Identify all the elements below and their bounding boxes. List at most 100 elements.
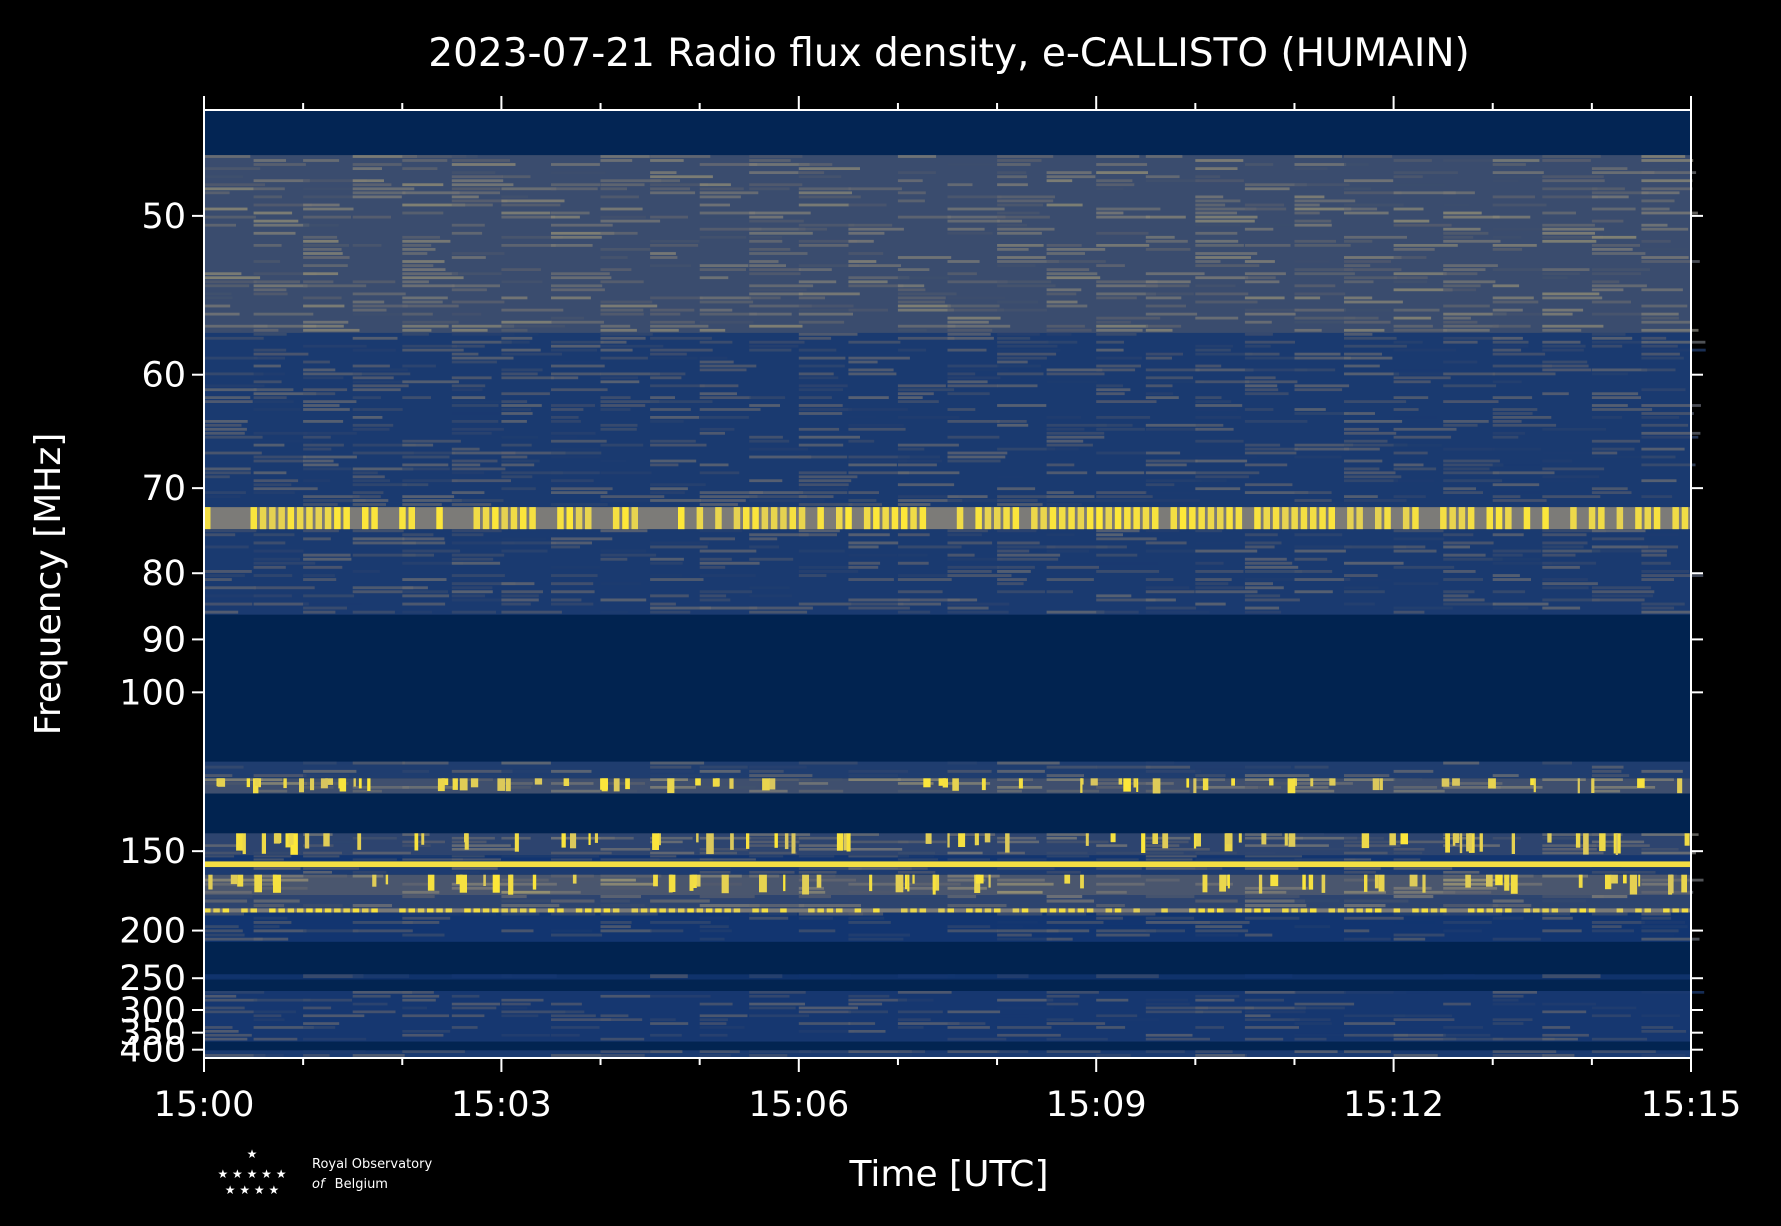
radio-burst [1599,833,1606,852]
spectrogram-cell [699,328,726,332]
spectrogram-cell [402,276,464,280]
spectrogram-cell [798,336,832,340]
spectrogram-cell [501,882,557,886]
spectrogram-cell [600,1054,645,1057]
spectrogram-cell [1443,191,1475,195]
spectrogram-cell [1641,404,1701,407]
spectrogram-cell [1393,256,1427,259]
spectrogram-cell [1195,1026,1224,1029]
spectrogram-cell [1542,451,1600,455]
spectrogram-cell [699,499,746,502]
spectrogram-cell [303,392,336,396]
spectrogram-cell [451,344,485,348]
radio-burst [974,874,981,893]
spectrogram-cell [798,844,839,847]
spectrogram-cell [1591,925,1622,929]
spectrogram-cell [798,384,848,388]
spectrogram-cell [451,912,497,916]
interference-line-segment [1328,908,1335,913]
spectrogram-cell [1145,867,1208,870]
spectrogram-cell [1195,199,1241,203]
spectrogram-cell [600,376,638,380]
spectrogram-cell [1641,356,1684,360]
spectrogram-cell [253,855,292,858]
spectrogram-cell [798,308,857,312]
spectrogram-cell [798,408,852,411]
spectrogram-cell [303,479,331,483]
spectrogram-cell [1046,998,1076,1002]
spectrogram-cell [1145,368,1200,372]
spectrogram-cell [204,183,265,187]
spectrogram-cell [352,215,391,219]
spectrogram-cell [303,1026,336,1029]
radio-burst [427,874,435,891]
spectrogram-cell [303,867,360,870]
radio-burst [1479,833,1483,852]
spectrogram-cell [600,495,665,498]
spectrogram-cell [352,786,409,789]
spectrogram-cell [997,372,1044,376]
spectrogram-cell [798,364,845,368]
spectrogram-cell [1195,925,1243,929]
spectrogram-cell [1195,933,1239,937]
royal-observatory-logo: ★ ★ ★ ★ ★ ★ ★ ★ ★ ★ Royal Observatory of… [217,1147,432,1197]
interference-line-segment [1254,908,1261,913]
spectrogram-cell [1294,443,1354,447]
spectrogram-cell [650,328,679,332]
spectrogram-cell [600,404,646,407]
spectrogram-cell [1344,778,1396,781]
spectrogram-cell [204,155,251,158]
spectrogram-cell [798,895,831,899]
spectrogram-cell [1145,1002,1190,1006]
spectrogram-cell [749,495,807,498]
spectrogram-cell [551,851,612,855]
spectrogram-cell [1591,280,1620,284]
spectrogram-cell [1393,479,1435,483]
spectrogram-cell [1244,586,1284,590]
spectrogram-cell [1145,384,1173,388]
radio-burst [1261,833,1267,845]
spectrogram-cell [1244,408,1274,411]
spectrogram-cell [1096,874,1141,878]
interference-line-segment [585,507,592,530]
radio-burst [325,778,333,785]
spectrogram-cell [451,451,516,455]
spectrogram-cell [303,431,357,435]
spectrogram-cell [1046,833,1090,836]
spectrogram-cell [501,404,542,407]
spectrogram-cell [1542,533,1587,537]
interference-line-segment [1198,908,1205,913]
spectrogram-cell [303,376,344,380]
spectrogram-cell [1393,895,1434,899]
spectrogram-cell [501,199,565,203]
spectrogram-cell [997,175,1028,179]
spectrogram-cell [1244,541,1282,545]
radio-burst [459,874,467,893]
spectrogram-cell [303,574,335,577]
spectrogram-cell [1294,308,1346,312]
spectrogram-cell [1294,199,1356,203]
spectrogram-cell [1344,276,1398,280]
spectrogram-cell [699,1026,745,1029]
spectrogram-cell [699,320,754,324]
spectrogram-cell [897,495,959,498]
spectrogram-cell [947,260,980,263]
spectrogram-cell [897,292,957,296]
spectrogram-cell [303,420,344,423]
spectrogram-cell [303,503,338,506]
spectrogram-cell [1591,912,1628,916]
spectrogram-cell [451,463,481,467]
spectrogram-cell [749,284,814,288]
spectrogram-cell [204,467,251,471]
radio-burst [1329,778,1336,786]
spectrogram-cell [1096,292,1156,296]
spectrogram-cell [1443,871,1480,874]
spectrogram-cell [897,400,939,403]
spectrogram-cell [402,912,461,916]
spectrogram-cell [451,871,480,874]
spectrogram-cell [650,439,696,443]
radio-burst [464,833,469,850]
spectrogram-cell [402,499,462,502]
spectrogram-cell [1393,191,1456,195]
spectrogram-cell [600,183,645,187]
